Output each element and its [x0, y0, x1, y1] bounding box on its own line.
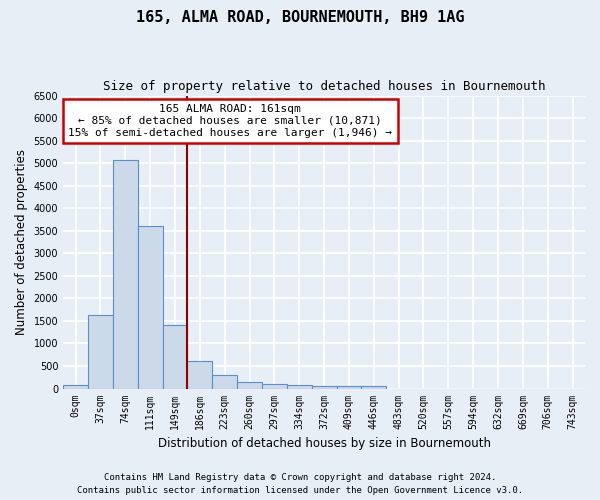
Bar: [187, 360, 212, 388]
Bar: [113, 160, 138, 388]
Text: Contains HM Land Registry data © Crown copyright and database right 2024.
Contai: Contains HM Land Registry data © Crown c…: [77, 474, 523, 495]
Bar: [311, 386, 337, 388]
Bar: [212, 376, 237, 388]
Y-axis label: Number of detached properties: Number of detached properties: [15, 149, 28, 335]
Bar: [237, 382, 262, 388]
Bar: [337, 386, 361, 388]
X-axis label: Distribution of detached houses by size in Bournemouth: Distribution of detached houses by size …: [158, 437, 491, 450]
Text: 165, ALMA ROAD, BOURNEMOUTH, BH9 1AG: 165, ALMA ROAD, BOURNEMOUTH, BH9 1AG: [136, 10, 464, 25]
Bar: [63, 385, 88, 388]
Title: Size of property relative to detached houses in Bournemouth: Size of property relative to detached ho…: [103, 80, 545, 93]
Bar: [163, 325, 187, 388]
Bar: [287, 385, 311, 388]
Bar: [361, 386, 386, 388]
Text: 165 ALMA ROAD: 161sqm
← 85% of detached houses are smaller (10,871)
15% of semi-: 165 ALMA ROAD: 161sqm ← 85% of detached …: [68, 104, 392, 138]
Bar: [88, 314, 113, 388]
Bar: [138, 226, 163, 388]
Bar: [262, 384, 287, 388]
